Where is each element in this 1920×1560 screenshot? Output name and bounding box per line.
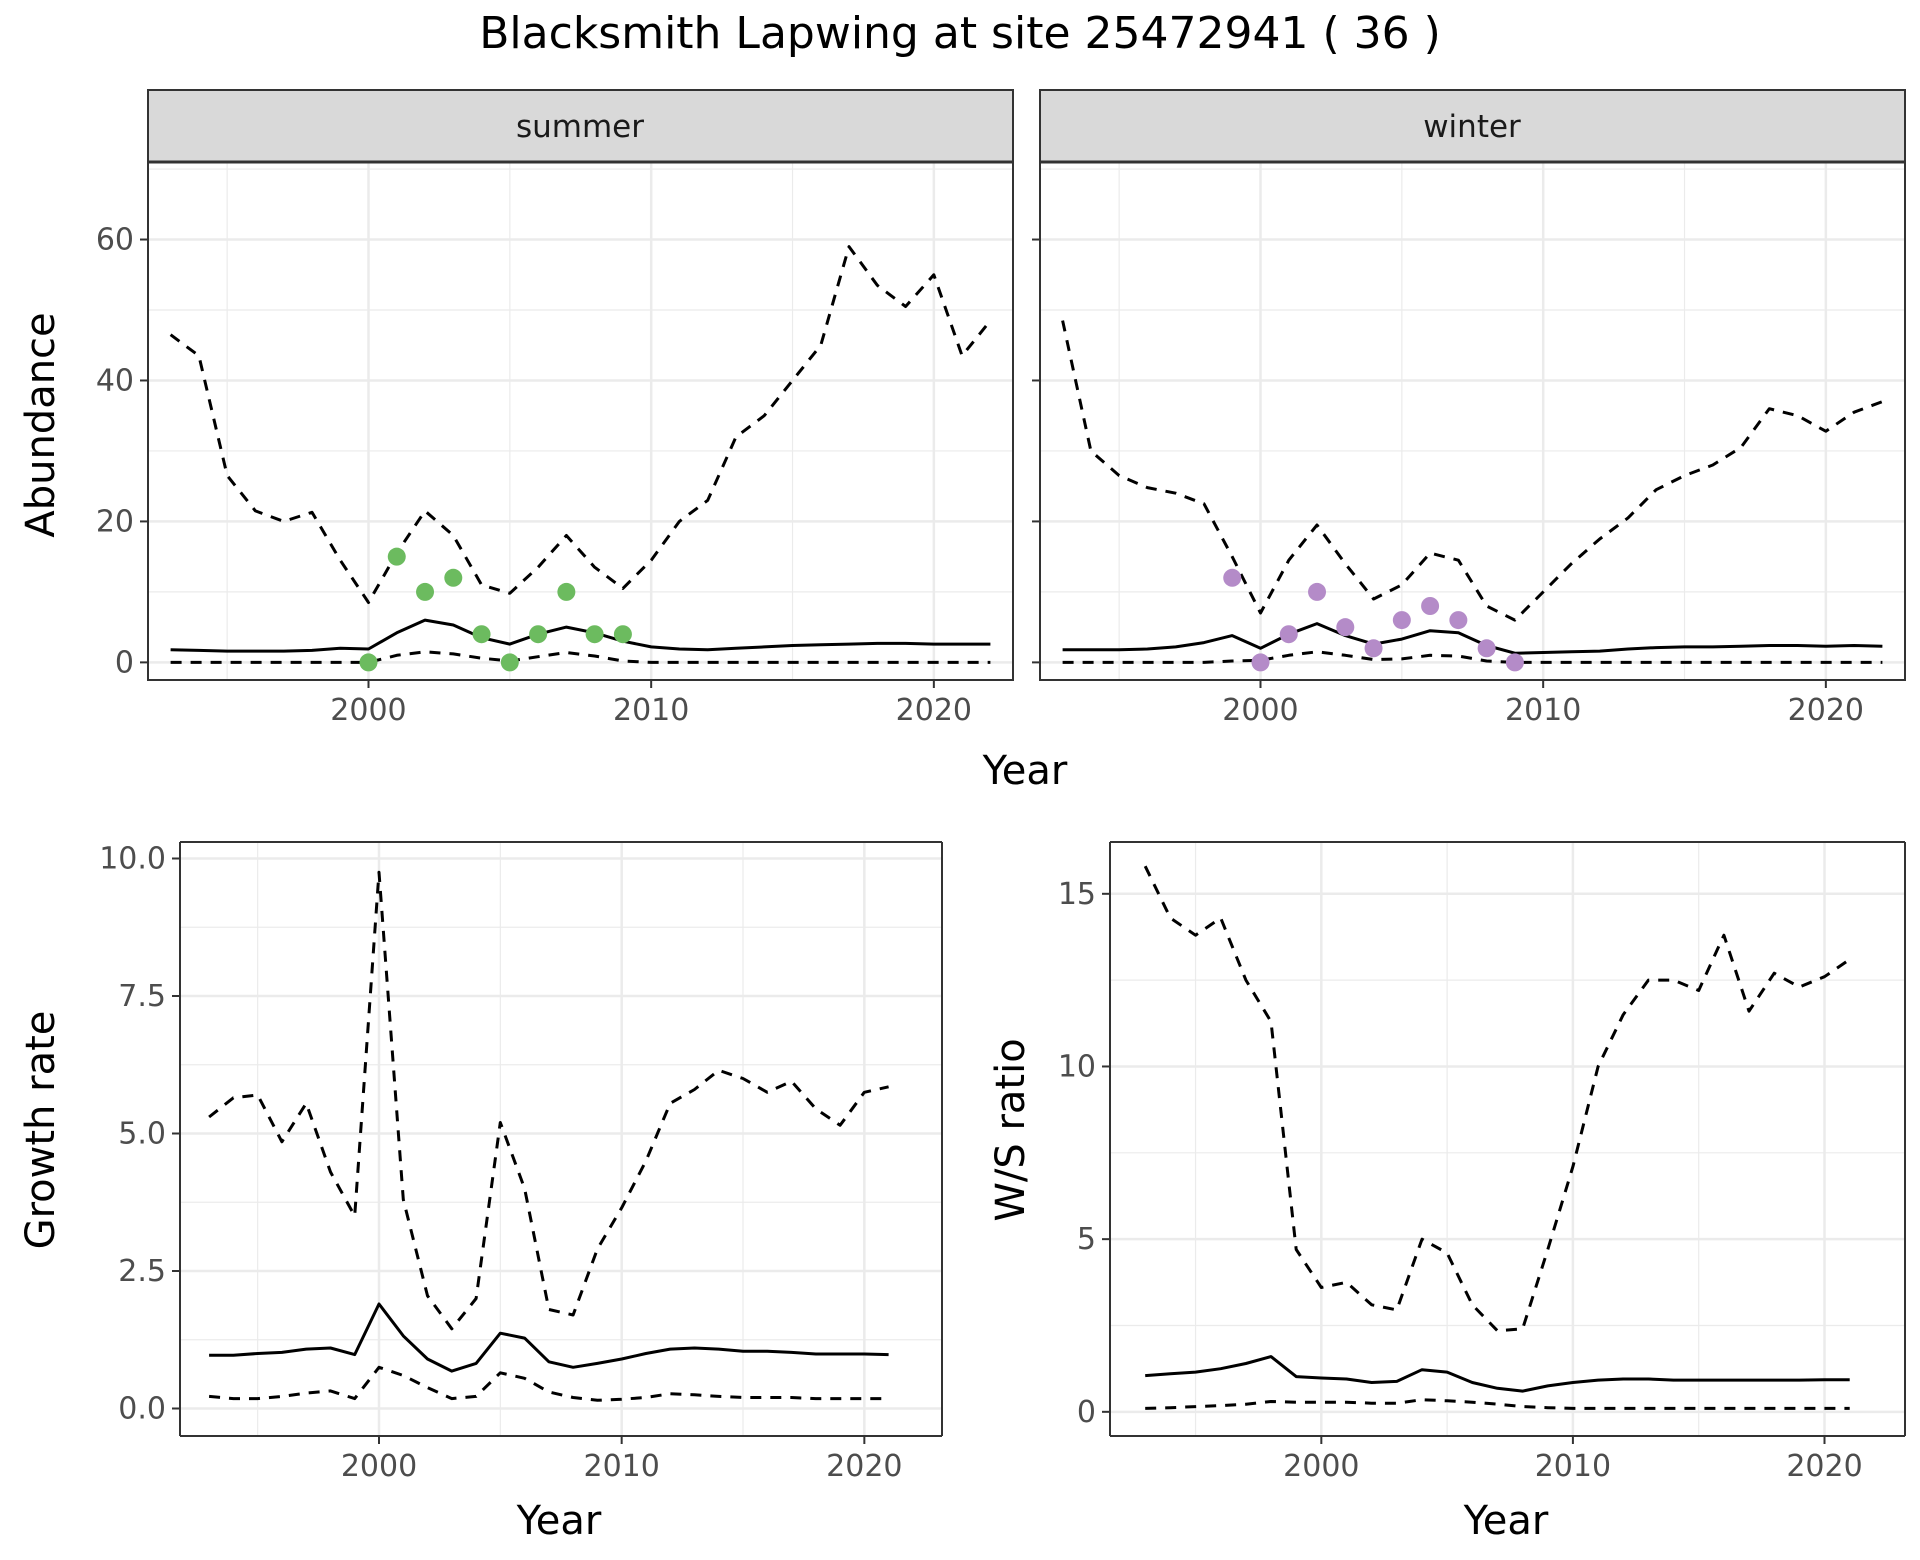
winter-observed-point — [1505, 653, 1524, 672]
growth-rate-y-tick-label: 0.0 — [118, 1392, 166, 1427]
winter-plot-background — [1040, 162, 1905, 680]
summer-y-tick-label: 60 — [96, 223, 134, 258]
growth-rate-x-tick-label: 2000 — [341, 1449, 417, 1484]
ws-ratio-y-tick-label: 10 — [1058, 1049, 1096, 1084]
summer-observed-point — [416, 582, 435, 601]
winter-observed-point — [1308, 582, 1327, 601]
ws-ratio-plot-background — [1110, 842, 1905, 1436]
ws-ratio-plot-area — [1110, 842, 1905, 1436]
growth-rate-y-tick-label: 10.0 — [99, 842, 166, 877]
summer-x-tick-label: 2020 — [896, 693, 972, 728]
winter-lower-line — [1062, 650, 1883, 664]
summer-lower-line — [170, 650, 991, 664]
summer-y-axis-title: Abundance — [18, 312, 64, 537]
summer-observed-point — [585, 625, 604, 644]
ws-ratio-panel: Year W/S ratio 2000 2010 2020 0 5 10 15 — [988, 841, 1906, 1544]
winter-plot-area — [1040, 162, 1905, 680]
ws-ratio-y-tick-label: 15 — [1058, 877, 1096, 912]
growth-rate-lower-line — [208, 1365, 889, 1402]
growth-rate-y-tick-label: 5.0 — [118, 1117, 166, 1152]
winter-panel: winter 2000 2010 2020 — [1032, 89, 1906, 728]
winter-observed-point — [1223, 568, 1242, 587]
summer-x-tick-label: 2010 — [613, 693, 689, 728]
winter-x-tick-label: 2010 — [1505, 693, 1581, 728]
growth-rate-y-tick-label: 7.5 — [118, 979, 166, 1014]
winter-observed-point — [1336, 618, 1355, 637]
growth-rate-upper-line — [208, 870, 889, 1331]
ws-ratio-upper-line — [1143, 865, 1851, 1333]
ws-ratio-y-axis-title: W/S ratio — [988, 1038, 1034, 1221]
ws-ratio-x-tick-label: 2000 — [1283, 1449, 1359, 1484]
growth-rate-plot-background — [180, 842, 942, 1436]
growth-rate-x-tick-label: 2010 — [583, 1449, 659, 1484]
summer-upper-line — [169, 245, 992, 604]
winter-observed-point — [1421, 597, 1440, 615]
winter-observed-point — [1449, 611, 1468, 630]
winter-observed-point — [1364, 639, 1383, 658]
winter-observed-point — [1392, 611, 1411, 630]
figure-title: Blacksmith Lapwing at site 25472941 ( 36… — [479, 8, 1441, 59]
winter-observed-point — [1251, 653, 1270, 672]
summer-x-tick-label: 2000 — [330, 693, 406, 728]
growth-rate-y-axis-title: Growth rate — [18, 1011, 64, 1250]
ws-ratio-x-tick-label: 2020 — [1786, 1449, 1862, 1484]
winter-mean-line — [1062, 622, 1883, 655]
winter-strip — [1039, 89, 1906, 163]
summer-y-tick-label: 0 — [115, 645, 134, 680]
winter-strip-label: winter — [1423, 109, 1521, 145]
ws-ratio-x-axis-title: Year — [1463, 1498, 1549, 1544]
growth-rate-y-tick-label: 2.5 — [118, 1254, 166, 1289]
winter-panel-border — [1039, 161, 1906, 681]
summer-observed-point — [387, 547, 406, 566]
winter-x-tick-label: 2000 — [1222, 693, 1298, 728]
summer-panel-border — [147, 161, 1014, 681]
summer-observed-point — [529, 625, 548, 644]
growth-rate-x-axis-title: Year — [516, 1498, 602, 1544]
growth-rate-panel: Year Growth rate 2000 2010 2020 0.0 2.5 5.0 7.… — [18, 841, 943, 1544]
summer-observed-point — [557, 582, 576, 601]
summer-plot-background — [148, 162, 1013, 680]
summer-plot-area — [148, 162, 1013, 680]
summer-panel: summer Year Abundance 2000 2010 2020 0 20 40 6… — [18, 89, 1068, 794]
summer-y-tick-label: 20 — [96, 504, 134, 539]
winter-upper-line — [1061, 320, 1883, 622]
growth-rate-x-tick-label: 2020 — [826, 1449, 902, 1484]
summer-observed-point — [444, 568, 463, 587]
summer-y-tick-label: 40 — [96, 363, 134, 398]
summer-observed-point — [500, 653, 519, 672]
ws-ratio-y-tick-label: 5 — [1077, 1222, 1096, 1257]
summer-x-axis-title: Year — [982, 748, 1068, 794]
ws-ratio-lower-line — [1145, 1398, 1850, 1410]
ws-ratio-y-tick-label: 0 — [1077, 1395, 1096, 1430]
winter-observed-point — [1279, 625, 1298, 644]
ws-ratio-mean-line — [1145, 1355, 1850, 1393]
summer-mean-line — [170, 618, 991, 653]
summer-observed-point — [359, 653, 378, 672]
growth-rate-mean-line — [209, 1302, 889, 1373]
summer-observed-point — [472, 625, 491, 644]
ws-ratio-x-tick-label: 2010 — [1535, 1449, 1611, 1484]
winter-observed-point — [1477, 639, 1496, 658]
growth-rate-plot-area — [180, 842, 942, 1436]
winter-x-tick-label: 2020 — [1788, 693, 1864, 728]
summer-observed-point — [613, 625, 632, 644]
summer-strip-label: summer — [516, 109, 644, 145]
summer-strip — [147, 89, 1014, 163]
